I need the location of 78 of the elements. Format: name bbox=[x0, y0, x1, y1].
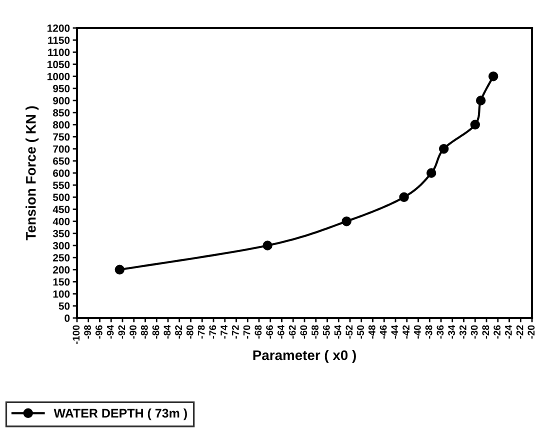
y-axis-title: Tension Force ( KN ) bbox=[26, 106, 39, 240]
y-tick-label: 1000 bbox=[48, 72, 70, 80]
y-tick-label: 550 bbox=[53, 182, 70, 189]
y-tick-label: 650 bbox=[53, 157, 70, 165]
x-tick-label: -88 bbox=[140, 325, 148, 339]
x-tick-label: -34 bbox=[448, 324, 455, 339]
y-tick-label: 1050 bbox=[48, 60, 70, 68]
x-tick-label: -36 bbox=[436, 325, 444, 339]
y-tick-label: 100 bbox=[53, 290, 70, 298]
point bbox=[262, 240, 272, 250]
x-tick-label: -66 bbox=[266, 325, 273, 339]
x-tick-label: -78 bbox=[198, 325, 205, 339]
x-tick-label: -100 bbox=[72, 325, 80, 344]
y-tick-label: 1100 bbox=[48, 48, 70, 56]
x-tick-label: -80 bbox=[186, 325, 194, 339]
x-tick-label: -92 bbox=[118, 325, 126, 339]
x-tick-label: -56 bbox=[322, 325, 330, 339]
x-tick-label: -58 bbox=[312, 325, 318, 339]
x-tick-label: -72 bbox=[232, 325, 239, 339]
point bbox=[488, 71, 498, 82]
x-tick-label: -82 bbox=[175, 325, 182, 339]
x-axis-title: Parameter ( x0 ) bbox=[253, 350, 356, 363]
x-tick-label: -84 bbox=[164, 324, 171, 339]
point bbox=[426, 168, 436, 178]
x-tick-label: -86 bbox=[152, 325, 160, 339]
y-tick-label: 350 bbox=[52, 230, 70, 238]
y-tick-label: 1150 bbox=[48, 36, 70, 44]
y-tick-label: 950 bbox=[53, 84, 70, 92]
x-tick-label: -96 bbox=[95, 325, 102, 339]
x-tick-label: -68 bbox=[254, 325, 262, 339]
x-tick-label: -74 bbox=[220, 324, 228, 339]
point bbox=[470, 120, 480, 130]
x-tick-label: -60 bbox=[300, 325, 308, 339]
x-tick-label: -50 bbox=[357, 325, 364, 339]
x-tick-label: -24 bbox=[504, 324, 512, 339]
x-tick-label: -22 bbox=[516, 325, 524, 339]
y-tick-label: 150 bbox=[53, 278, 70, 286]
x-tick-label: -32 bbox=[459, 325, 466, 339]
point bbox=[476, 96, 486, 106]
x-tick-label: -98 bbox=[84, 325, 91, 339]
y-tick-label: 900 bbox=[53, 97, 70, 104]
x-tick-label: -94 bbox=[106, 324, 114, 339]
x-tick-label: -44 bbox=[391, 324, 398, 339]
y-tick-label: 0 bbox=[64, 314, 70, 322]
x-tick-label: -42 bbox=[402, 325, 410, 339]
x-tick-label: -26 bbox=[494, 325, 500, 339]
y-tick-label: 450 bbox=[52, 206, 70, 214]
x-tick-label: -90 bbox=[130, 325, 136, 339]
legend-label: WATER DEPTH ( 73m ) bbox=[54, 408, 187, 420]
y-tick-label: 800 bbox=[53, 121, 70, 129]
x-tick-label: -46 bbox=[380, 325, 387, 339]
x-tick-label: -52 bbox=[346, 325, 353, 339]
x-tick-label: -28 bbox=[482, 325, 490, 339]
y-tick-label: 850 bbox=[53, 109, 70, 116]
x-tick-label: -54 bbox=[334, 324, 342, 339]
y-tick-label: 600 bbox=[53, 170, 70, 177]
point bbox=[114, 264, 125, 275]
x-tick-label: -38 bbox=[425, 325, 432, 339]
point bbox=[438, 144, 449, 154]
y-tick-label: 1200 bbox=[48, 24, 70, 32]
x-tick-label: -30 bbox=[470, 325, 478, 339]
y-tick-label: 700 bbox=[53, 145, 70, 153]
y-tick-label: 300 bbox=[52, 242, 70, 250]
x-tick-label: -76 bbox=[209, 325, 216, 339]
y-tick-label: 400 bbox=[52, 218, 70, 226]
y-tick-label: 250 bbox=[53, 254, 70, 262]
x-tick-label: -64 bbox=[277, 324, 284, 339]
x-tick-label: -20 bbox=[528, 325, 535, 339]
y-tick-label: 200 bbox=[53, 266, 70, 274]
x-tick-label: -70 bbox=[243, 325, 250, 339]
y-tick-label: 500 bbox=[53, 194, 70, 202]
x-tick-label: -40 bbox=[414, 325, 421, 339]
y-tick-label: 50 bbox=[58, 302, 70, 310]
x-tick-label: -48 bbox=[368, 325, 376, 339]
point bbox=[399, 192, 409, 202]
y-tick-label: 750 bbox=[53, 133, 70, 141]
point bbox=[342, 216, 352, 226]
x-tick-label: -62 bbox=[288, 325, 296, 339]
